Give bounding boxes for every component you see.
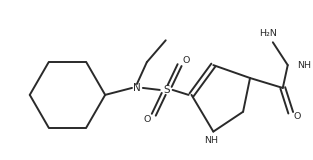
Text: H₂N: H₂N [259, 29, 277, 38]
Text: O: O [294, 112, 301, 121]
Text: NH: NH [204, 136, 218, 145]
Text: O: O [143, 115, 151, 124]
Text: S: S [163, 85, 170, 95]
Text: NH: NH [297, 61, 311, 70]
Text: O: O [183, 56, 190, 65]
Text: N: N [133, 83, 141, 93]
